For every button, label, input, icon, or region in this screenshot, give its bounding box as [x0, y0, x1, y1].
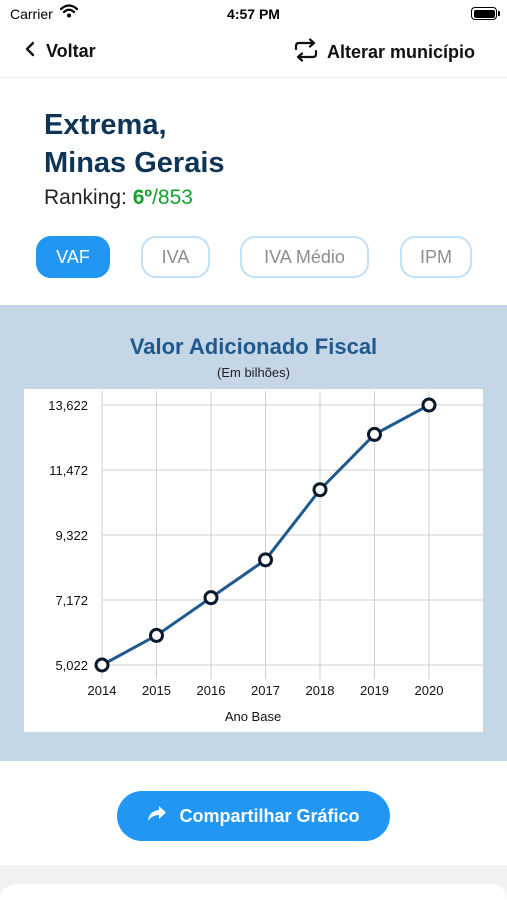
back-button-label: Voltar	[46, 41, 96, 61]
y-tick-label: 5,022	[55, 658, 88, 673]
data-point	[312, 482, 328, 498]
data-point	[367, 426, 382, 442]
data-point	[258, 552, 273, 568]
change-municipality-button[interactable]: Alterar município	[293, 38, 475, 67]
ranking-text: Ranking: 6º/853	[44, 186, 225, 210]
status-bar: Carrier 4:57 PM	[0, 0, 507, 28]
y-tick-label: 9,322	[55, 528, 88, 543]
x-tick-label: 2016	[197, 683, 226, 698]
data-point	[94, 657, 110, 673]
x-tick-label: 2018	[306, 683, 335, 698]
tab-iva-medio[interactable]: IVA Médio	[240, 236, 369, 278]
tab-iva[interactable]: IVA	[141, 236, 210, 278]
share-button-label: Compartilhar Gráfico	[179, 805, 360, 826]
y-tick-label: 11,472	[49, 463, 88, 478]
municipality-header: Extrema, Minas Gerais Ranking: 6º/853	[44, 106, 225, 210]
chart-card: 5,022 7,172 9,322 11,472 13,622 2014 2015 2016 2…	[24, 389, 483, 732]
chevron-left-icon	[24, 40, 36, 63]
x-tick-label: 2015	[142, 683, 171, 698]
share-arrow-icon	[147, 805, 167, 828]
y-tick-label: 7,172	[55, 593, 88, 608]
carrier-label: Carrier	[10, 6, 53, 22]
state-name: Minas Gerais	[44, 147, 225, 179]
y-tick-label: 13,622	[48, 398, 88, 413]
tab-ipm[interactable]: IPM	[400, 236, 472, 278]
wifi-icon	[59, 4, 79, 23]
line-chart: 5,022 7,172 9,322 11,472 13,622 2014 2015 2016 2…	[48, 391, 483, 724]
ranking-label: Ranking:	[44, 186, 133, 209]
data-point	[149, 627, 164, 643]
data-point	[203, 590, 219, 606]
navigation-bar: Voltar Alterar município	[0, 30, 507, 78]
battery-icon	[471, 7, 500, 20]
ranking-total: /853	[152, 186, 193, 209]
x-axis-label: Ano Base	[225, 709, 281, 724]
swap-arrows-icon	[293, 38, 319, 67]
municipality-title: Extrema, Minas Gerais	[44, 106, 225, 182]
x-tick-label: 2019	[360, 683, 389, 698]
next-card-edge	[0, 884, 507, 900]
ranking-position: 6º	[132, 186, 153, 209]
share-chart-button[interactable]: Compartilhar Gráfico	[117, 791, 390, 841]
data-point	[421, 397, 437, 413]
tab-vaf[interactable]: VAF	[36, 236, 110, 278]
change-municipality-label: Alterar município	[326, 42, 475, 62]
city-name: Extrema,	[44, 109, 167, 141]
chart-subtitle: (Em bilhões)	[217, 365, 290, 380]
back-button[interactable]: Voltar	[24, 40, 96, 63]
indicator-tabs: VAF IVA IVA Médio IPM	[0, 236, 507, 280]
x-tick-label: 2014	[88, 683, 117, 698]
status-time: 4:57 PM	[227, 6, 280, 22]
chart-title: Valor Adicionado Fiscal	[129, 334, 378, 359]
x-tick-label: 2020	[415, 683, 444, 698]
x-tick-label: 2017	[251, 683, 280, 698]
